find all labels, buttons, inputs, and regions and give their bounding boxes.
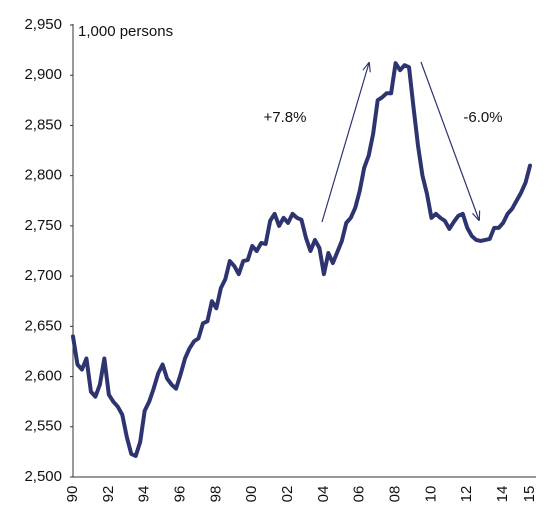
x-tick-label: 00 bbox=[243, 486, 260, 503]
annotation: -6.0% bbox=[463, 109, 502, 126]
x-tick-label: 92 bbox=[100, 486, 117, 503]
y-tick-label: 2,600 bbox=[24, 368, 62, 385]
x-tick-label: 90 bbox=[64, 486, 81, 503]
x-tick-label: 15 bbox=[521, 486, 538, 503]
x-tick-label: 96 bbox=[171, 486, 188, 503]
x-tick-label: 06 bbox=[351, 486, 368, 503]
annotation: +7.8% bbox=[264, 109, 307, 126]
y-tick-label: 2,800 bbox=[24, 167, 62, 184]
x-tick-label: 10 bbox=[422, 486, 439, 503]
arrow bbox=[420, 61, 479, 220]
x-tick-label: 08 bbox=[387, 486, 404, 503]
x-tick-label: 04 bbox=[315, 486, 332, 503]
x-tick-label: 94 bbox=[136, 486, 153, 503]
y-tick-label: 2,700 bbox=[24, 267, 62, 284]
y-tick-label: 2,850 bbox=[24, 116, 62, 133]
y-tick-label: 2,950 bbox=[24, 16, 62, 33]
y-tick-label: 2,750 bbox=[24, 217, 62, 234]
y-tick-label: 2,900 bbox=[24, 66, 62, 83]
arrow bbox=[321, 63, 369, 223]
y-tick-label: 2,500 bbox=[24, 468, 62, 485]
data-line bbox=[71, 61, 532, 458]
x-tick-label: 98 bbox=[207, 486, 224, 503]
y-tick-label: 2,650 bbox=[24, 317, 62, 334]
x-tick-label: 14 bbox=[494, 486, 511, 503]
unit-label: 1,000 persons bbox=[78, 23, 173, 40]
y-tick-label: 2,550 bbox=[24, 418, 62, 435]
x-tick-label: 12 bbox=[458, 486, 475, 503]
x-tick-label: 02 bbox=[279, 486, 296, 503]
